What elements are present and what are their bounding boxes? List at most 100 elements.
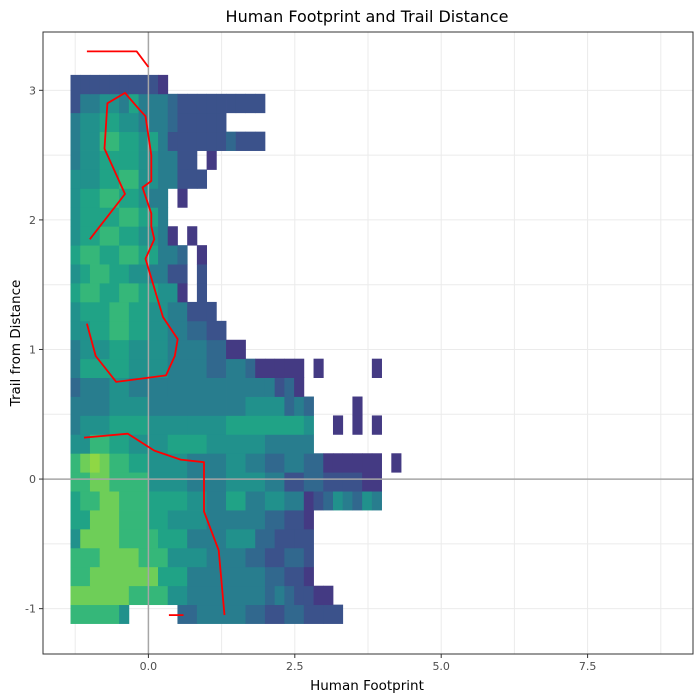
heatmap-cell xyxy=(332,415,344,435)
heatmap-cell xyxy=(274,377,285,397)
heatmap-cell xyxy=(177,245,188,265)
heatmap-cell xyxy=(99,453,110,473)
heatmap-cell xyxy=(109,264,130,284)
heatmap-cell xyxy=(119,528,159,549)
heatmap-cell xyxy=(158,93,169,114)
heatmap-cell xyxy=(80,283,101,303)
heatmap-cell xyxy=(391,453,402,473)
heatmap-cell xyxy=(148,264,169,284)
heatmap-cell xyxy=(70,93,81,114)
heatmap-cell xyxy=(80,74,91,95)
heatmap-cell xyxy=(128,453,149,473)
heatmap-cell xyxy=(264,585,276,606)
heatmap-cell xyxy=(342,472,363,492)
heatmap-cell xyxy=(99,339,110,360)
heatmap-cell xyxy=(80,358,101,378)
heatmap-cell xyxy=(264,566,285,587)
heatmap-cell xyxy=(226,131,237,151)
heatmap-cell xyxy=(177,604,198,624)
heatmap-cell xyxy=(264,415,285,435)
heatmap-cell xyxy=(264,491,285,511)
heatmap-cell xyxy=(303,547,314,568)
heatmap-cell xyxy=(70,415,81,435)
heatmap-cell xyxy=(284,604,305,624)
heatmap-cell xyxy=(109,472,149,492)
heatmap-cell xyxy=(99,358,130,378)
heatmap-cell xyxy=(99,93,120,114)
heatmap-cell xyxy=(99,169,120,189)
x-tick-label: 7.5 xyxy=(579,660,597,673)
heatmap-cell xyxy=(148,93,159,114)
heatmap-cell xyxy=(80,169,101,189)
heatmap-cell xyxy=(119,93,130,114)
heatmap-cell xyxy=(70,472,91,492)
heatmap-cell xyxy=(255,528,276,549)
heatmap-cell xyxy=(245,358,256,378)
heatmap-cell xyxy=(148,510,169,530)
heatmap-cell xyxy=(303,566,314,587)
heatmap-cell xyxy=(226,396,246,416)
heatmap-cell xyxy=(70,358,81,378)
y-tick-label: -1 xyxy=(25,603,36,616)
heatmap-cell xyxy=(303,434,314,454)
heatmap-cell xyxy=(196,283,208,303)
heatmap-cell xyxy=(99,74,110,95)
heatmap-cell xyxy=(206,358,227,378)
heatmap-cell xyxy=(148,415,188,435)
heatmap-cell xyxy=(80,301,110,322)
y-axis-ticks: -1 0 1 2 3 xyxy=(25,84,43,616)
heatmap-cell xyxy=(148,339,169,360)
heatmap-cell xyxy=(264,472,285,492)
heatmap-cell xyxy=(119,604,130,624)
heatmap-cell xyxy=(294,377,305,397)
heatmap-cell xyxy=(187,585,227,606)
heatmap-cell xyxy=(187,226,198,246)
heatmap-cell xyxy=(255,131,266,151)
contour-line xyxy=(83,432,226,616)
heatmap-cell xyxy=(99,547,139,568)
heatmap-cell xyxy=(167,112,178,133)
heatmap-cell xyxy=(99,491,120,511)
heatmap-cell xyxy=(274,585,285,606)
heatmap-cell xyxy=(226,415,266,435)
heatmap-cell xyxy=(148,491,188,511)
heatmap-cell xyxy=(119,245,139,265)
heatmap-cell xyxy=(109,320,130,341)
heatmap-cell xyxy=(80,245,101,265)
heatmap-cell xyxy=(177,169,188,189)
heatmap-cell xyxy=(177,112,188,133)
heatmap-cell xyxy=(313,358,324,378)
heatmap-cell xyxy=(206,301,217,322)
heatmap-cell xyxy=(99,226,120,246)
heatmap-cell xyxy=(206,93,217,114)
heatmap-cell xyxy=(206,491,227,511)
heatmap-cell xyxy=(245,547,266,568)
heatmap-cell xyxy=(138,188,149,208)
contour-line xyxy=(86,50,150,68)
heatmap-cell xyxy=(148,320,169,341)
heatmap-cell xyxy=(284,585,295,606)
heatmap-cell xyxy=(80,112,101,133)
heatmap-cell xyxy=(70,188,81,208)
heatmap-cell xyxy=(177,188,188,208)
heatmap-cell xyxy=(362,491,373,511)
heatmap-cell xyxy=(158,112,169,133)
heatmap-cell xyxy=(226,93,237,114)
heatmap-cell xyxy=(119,169,139,189)
heatmap-cell xyxy=(158,283,178,303)
heatmap-cell xyxy=(89,74,101,95)
heatmap-cell xyxy=(362,472,382,492)
heatmap-cell xyxy=(323,453,334,473)
heatmap-cell xyxy=(128,320,149,341)
heatmap-cell xyxy=(158,245,178,265)
heatmap-cell xyxy=(342,491,353,511)
contour-line xyxy=(86,92,179,383)
heatmap-cell xyxy=(70,150,81,170)
heatmap-cell xyxy=(245,377,266,397)
heatmap-cell xyxy=(226,377,246,397)
heatmap-cell xyxy=(89,434,110,454)
heatmap-cell xyxy=(187,93,198,114)
heatmap-cell xyxy=(89,510,120,530)
heatmap-cell xyxy=(119,150,139,170)
heatmap-cell xyxy=(158,566,188,587)
